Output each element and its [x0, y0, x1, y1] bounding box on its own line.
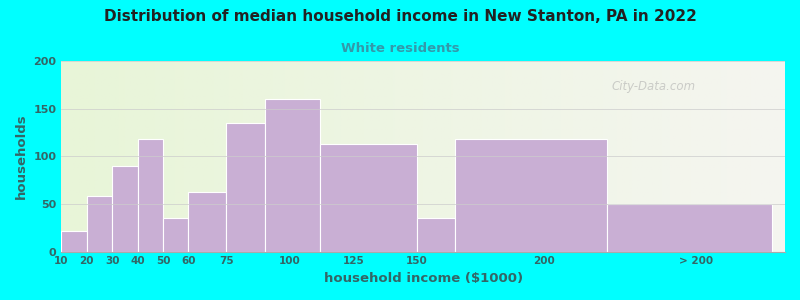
Bar	[163, 218, 188, 252]
Bar	[417, 218, 455, 252]
Bar	[265, 99, 320, 252]
Bar	[87, 196, 112, 252]
Bar	[62, 231, 87, 252]
Bar	[455, 139, 607, 252]
Text: Distribution of median household income in New Stanton, PA in 2022: Distribution of median household income …	[103, 9, 697, 24]
X-axis label: household income ($1000): household income ($1000)	[324, 272, 522, 285]
Bar	[112, 166, 138, 252]
Bar	[607, 204, 772, 252]
Bar	[188, 191, 226, 252]
Bar	[320, 144, 417, 252]
Y-axis label: households: households	[15, 113, 28, 199]
Bar	[138, 139, 163, 252]
Text: City-Data.com: City-Data.com	[611, 80, 695, 93]
Bar	[226, 123, 265, 252]
Text: White residents: White residents	[341, 42, 459, 55]
